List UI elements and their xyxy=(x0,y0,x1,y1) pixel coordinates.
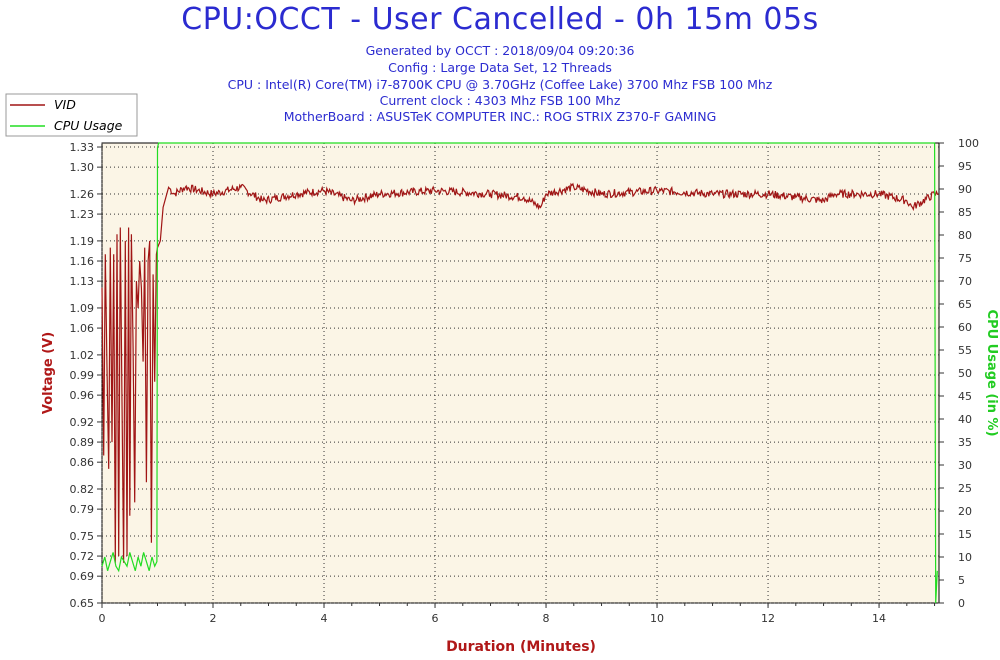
y-tick-label: 1.30 xyxy=(70,161,95,174)
y2-tick-label: 60 xyxy=(958,321,972,334)
generated-line: Generated by OCCT : 2018/09/04 09:20:36 xyxy=(365,43,635,58)
y-tick-label: 1.16 xyxy=(70,255,95,268)
y2-tick-label: 90 xyxy=(958,183,972,196)
motherboard-line: MotherBoard : ASUSTeK COMPUTER INC.: ROG… xyxy=(283,109,717,124)
left-axis-ticks: 0.65 0.69 0.72 0.75 0.79 0.82 0.86 0.89 0.92 0.96… xyxy=(70,141,102,610)
x-tick-label: 6 xyxy=(432,612,439,625)
series-line-cpu-usage xyxy=(101,142,938,604)
x-tick-label: 4 xyxy=(321,612,328,625)
clock-line: Current clock : 4303 Mhz FSB 100 Mhz xyxy=(379,93,621,108)
legend-vid-label: VID xyxy=(54,97,76,112)
y-tick-label: 0.72 xyxy=(70,550,95,563)
y2-tick-label: 55 xyxy=(958,344,972,357)
x-axis-label: Duration (Minutes) xyxy=(446,639,596,655)
x-tick-label: 12 xyxy=(761,612,775,625)
y-tick-label: 0.69 xyxy=(70,570,95,583)
grid-lines xyxy=(101,143,939,604)
y-tick-label: 0.79 xyxy=(70,503,95,516)
y-tick-label: 0.96 xyxy=(70,389,95,402)
plot-area xyxy=(101,142,940,604)
y2-tick-label: 10 xyxy=(958,551,972,564)
y2-tick-label: 95 xyxy=(958,160,972,173)
x-tick-label: 14 xyxy=(872,612,886,625)
y-tick-label: 0.99 xyxy=(70,369,95,382)
y2-tick-label: 45 xyxy=(958,390,972,403)
series-line-vid xyxy=(101,182,939,563)
x-axis-ticks: 0 2 4 6 8 10 12 14 xyxy=(99,603,936,625)
cpu-line: CPU : Intel(R) Core(TM) i7-8700K CPU @ 3… xyxy=(227,77,773,92)
y-tick-label: 1.19 xyxy=(70,235,95,248)
y2-tick-label: 100 xyxy=(958,137,979,150)
y2-axis-label: CPU Usage (in %) xyxy=(984,309,999,436)
chart-title: CPU:OCCT - User Cancelled - 0h 15m 05s xyxy=(181,2,819,37)
y-tick-label: 0.92 xyxy=(70,416,95,429)
legend-cpu-usage-label: CPU Usage xyxy=(54,118,123,133)
y-tick-label: 1.23 xyxy=(70,208,95,221)
y-tick-label: 0.86 xyxy=(70,456,95,469)
right-axis-ticks: 0 5 10 15 20 25 30 35 40 45 50 55 60 65 70 75 80 85 90 95 10… xyxy=(939,137,979,610)
y2-tick-label: 80 xyxy=(958,229,972,242)
y2-tick-label: 30 xyxy=(958,459,972,472)
y-tick-label: 1.09 xyxy=(70,302,95,315)
series-lines xyxy=(101,142,939,604)
y2-tick-label: 85 xyxy=(958,206,972,219)
y-tick-label: 0.75 xyxy=(70,530,95,543)
y-tick-label: 0.82 xyxy=(70,483,95,496)
x-tick-label: 8 xyxy=(543,612,550,625)
y-tick-label: 1.26 xyxy=(70,188,95,201)
y-tick-label: 1.33 xyxy=(70,141,95,154)
y2-tick-label: 35 xyxy=(958,436,972,449)
legend: VID CPU Usage xyxy=(5,93,138,137)
config-line: Config : Large Data Set, 12 Threads xyxy=(388,60,612,75)
y2-tick-label: 75 xyxy=(958,252,972,265)
y-tick-label: 1.02 xyxy=(70,349,95,362)
y2-tick-label: 20 xyxy=(958,505,972,518)
y-tick-label: 1.06 xyxy=(70,322,95,335)
y2-tick-label: 40 xyxy=(958,413,972,426)
y2-tick-label: 70 xyxy=(958,275,972,288)
y2-tick-label: 5 xyxy=(958,574,965,587)
legend-box xyxy=(5,93,138,137)
y-tick-label: 1.13 xyxy=(70,275,95,288)
y2-tick-label: 25 xyxy=(958,482,972,495)
y-axis-label: Voltage (V) xyxy=(41,332,56,414)
y-tick-label: 0.65 xyxy=(70,597,95,610)
x-tick-label: 2 xyxy=(210,612,217,625)
y2-tick-label: 50 xyxy=(958,367,972,380)
x-tick-label: 10 xyxy=(650,612,664,625)
y-tick-label: 0.89 xyxy=(70,436,95,449)
y2-tick-label: 15 xyxy=(958,528,972,541)
y2-tick-label: 0 xyxy=(958,597,965,610)
x-tick-label: 0 xyxy=(99,612,106,625)
y2-tick-label: 65 xyxy=(958,298,972,311)
